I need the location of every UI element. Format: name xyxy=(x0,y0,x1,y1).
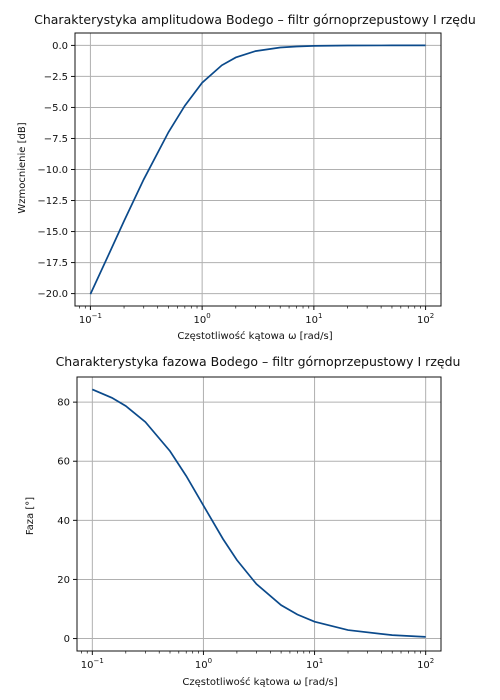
amplitude-y-tick-label: −17.5 xyxy=(37,258,68,269)
phase-series-line xyxy=(91,388,426,638)
phase-y-tick-label: 40 xyxy=(57,516,70,527)
amplitude-x-tick-base: 10 xyxy=(194,315,207,326)
amplitude-y-tick-label: −7.5 xyxy=(44,134,68,145)
phase-x-tick-label: 100 xyxy=(195,657,212,671)
phase-x-tick-label: 102 xyxy=(417,657,434,671)
phase-x-tick-base: 10 xyxy=(306,660,319,671)
phase-plot-frame xyxy=(76,376,442,652)
amplitude-y-tick-label: 0.0 xyxy=(52,41,68,52)
amplitude-series-line xyxy=(89,44,426,295)
amplitude-y-tick-label: −2.5 xyxy=(44,72,68,83)
amplitude-y-axis-label: Wzmocnienie [dB] xyxy=(17,122,28,213)
phase-series-layer xyxy=(91,388,426,638)
phase-x-tick-exponent: 2 xyxy=(430,657,434,665)
amplitude-grid xyxy=(75,33,441,306)
amplitude-x-tick-base: 10 xyxy=(305,315,318,326)
amplitude-x-tick-label: 100 xyxy=(194,312,211,326)
phase-x-axis-label: Częstotliwość kątowa ω [rad/s] xyxy=(182,676,337,688)
amplitude-y-tick-label: −20.0 xyxy=(37,289,68,300)
phase-y-tick-label: 0 xyxy=(64,634,70,645)
phase-grid xyxy=(77,377,441,651)
amplitude-x-tick-base: 10 xyxy=(79,315,92,326)
phase-y-tick-label: 20 xyxy=(57,575,70,586)
amplitude-x-tick-exponent: −1 xyxy=(92,312,102,320)
amplitude-x-tick-base: 10 xyxy=(417,315,430,326)
phase-x-tick-base: 10 xyxy=(417,660,430,671)
phase-x-tick-exponent: −1 xyxy=(94,657,104,665)
amplitude-x-tick-exponent: 2 xyxy=(430,312,434,320)
amplitude-x-tick-label: 10−1 xyxy=(79,312,102,326)
phase-y-tick-label: 60 xyxy=(57,457,70,468)
amplitude-plot-frame xyxy=(74,32,442,307)
phase-x-tick-base: 10 xyxy=(195,660,208,671)
phase-x-tick-base: 10 xyxy=(81,660,94,671)
phase-x-tick-label: 10−1 xyxy=(81,657,104,671)
phase-chart-title: Charakterystyka fazowa Bodego – filtr gó… xyxy=(56,354,461,369)
amplitude-axes: 10−1 100 101 1020.0−2.5−5.0−7.5−10.0−12.5−1… xyxy=(37,32,442,326)
amplitude-x-tick-exponent: 1 xyxy=(318,312,322,320)
amplitude-panel: Charakterystyka amplitudowa Bodego – fil… xyxy=(17,12,476,342)
phase-y-axis-label: Faza [°] xyxy=(25,497,36,535)
phase-x-tick-label: 101 xyxy=(306,657,323,671)
amplitude-y-tick-label: −12.5 xyxy=(37,196,68,207)
phase-x-tick-exponent: 0 xyxy=(208,657,212,665)
amplitude-x-tick-label: 101 xyxy=(305,312,322,326)
amplitude-series-layer xyxy=(89,44,426,295)
amplitude-y-tick-label: −10.0 xyxy=(37,165,68,176)
phase-y-tick-label: 80 xyxy=(57,398,70,409)
amplitude-x-tick-label: 102 xyxy=(417,312,434,326)
amplitude-x-axis-label: Częstotliwość kątowa ω [rad/s] xyxy=(177,330,332,342)
phase-panel: Charakterystyka fazowa Bodego – filtr gó… xyxy=(25,354,460,688)
amplitude-y-tick-label: −15.0 xyxy=(37,227,68,238)
phase-x-tick-exponent: 1 xyxy=(319,657,323,665)
amplitude-y-tick-label: −5.0 xyxy=(44,103,68,114)
amplitude-chart-title: Charakterystyka amplitudowa Bodego – fil… xyxy=(34,12,476,27)
amplitude-x-tick-exponent: 0 xyxy=(206,312,210,320)
